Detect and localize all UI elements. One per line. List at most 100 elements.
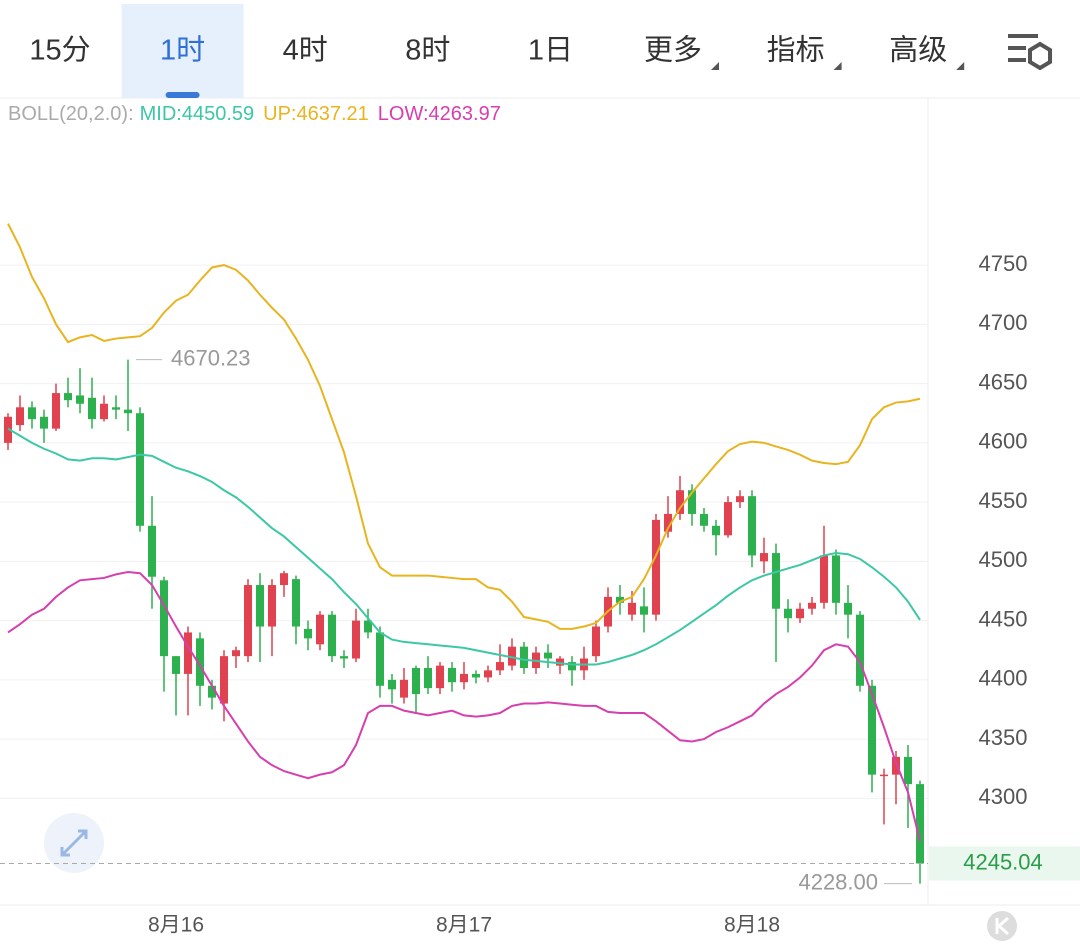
candle-body [760,553,768,562]
candle-body [736,496,744,503]
y-tick-label: 4700 [979,310,1028,335]
candle-body [556,658,564,666]
candle-body [256,585,264,627]
candle-body [724,502,732,536]
tab-label[interactable]: 更多 [644,34,702,67]
candle-body [688,490,696,514]
x-tick-label: 8月18 [724,914,780,937]
candle-body [328,614,336,657]
candle-body [4,416,12,443]
legend-entry: MID:4450.59 [140,103,255,125]
candle-body [820,555,828,603]
tab-label[interactable]: 指标 [767,34,825,67]
candle-body [460,673,468,683]
tab-label[interactable]: 1日 [528,35,573,67]
candle-body [40,416,48,429]
y-tick-label: 4450 [979,606,1028,631]
candle-body [76,395,84,404]
dropdown-caret [711,62,719,70]
tab-label[interactable]: 15分 [29,35,90,67]
candle-body [400,679,408,698]
candle-body [28,407,36,420]
button-glyph [995,916,1009,936]
expand-icon[interactable] [44,813,104,873]
active-tab-indicator [165,92,200,98]
candle-body [916,784,924,864]
candle-body [364,620,372,633]
candle-body [316,614,324,645]
x-tick-label: 8月16 [148,914,204,937]
candle-body [844,602,852,615]
candle-body [280,573,288,586]
candle-body [376,632,384,686]
y-tick-label: 4600 [979,429,1028,454]
candle-body [124,409,132,414]
candle-body [748,496,756,556]
settings-icon[interactable] [1008,34,1052,71]
y-tick-label: 4300 [979,784,1028,809]
indicator-legend: BOLL(20,2.0): MID:4450.59 UP:4637.21 LOW:42… [8,103,501,125]
candle-body [220,656,228,704]
dropdown-caret [956,62,965,70]
last-price-label: 4245.04 [963,849,1043,874]
candle-body [172,656,180,674]
candle-body [292,579,300,627]
y-tick-label: 4650 [979,369,1028,394]
candle-body [268,585,276,627]
candle-body [304,628,312,639]
low-label: 4228.00 [798,869,878,894]
x-tick-label: 8月17 [436,914,492,937]
candle-body [616,596,624,603]
y-tick-label: 4400 [979,666,1028,691]
candle-body [112,407,120,410]
candle-body [652,519,660,615]
candle-body [232,650,240,657]
tab-label[interactable]: 1时 [160,34,205,67]
candle-body [496,662,504,671]
candle-body [508,646,516,666]
candle-body [628,602,636,615]
candle-body [208,685,216,698]
band-line [7,223,921,630]
candle-body [856,614,864,686]
candle-body [700,513,708,526]
candle-body [520,646,528,668]
button-bg [987,911,1017,941]
y-tick-label: 4500 [979,547,1028,572]
candle-body [484,670,492,678]
candle-body [424,667,432,689]
candle-body [892,756,900,775]
candle-body [244,585,252,657]
dropdown-caret [833,62,842,70]
icon-arrows [60,829,88,857]
icon-bar [1008,58,1026,62]
icon-bar [1008,46,1026,50]
tab-label[interactable]: 8时 [405,34,450,67]
candle-body [88,397,96,420]
tab-label[interactable]: 高级 [889,34,947,67]
candle-body [832,555,840,603]
last-price-box [929,846,1080,881]
candle-body [544,652,552,659]
legend-entry: LOW:4263.97 [378,103,501,125]
icon-bar [1008,34,1038,38]
candle-body [592,626,600,657]
tab-label[interactable]: 4时 [283,34,328,67]
candle-body [52,393,60,429]
band-line [7,427,921,666]
candle-body [16,407,24,426]
candle-body [904,756,912,785]
high-label: 4670.23 [171,345,251,370]
y-tick-label: 4550 [979,488,1028,513]
candle-body [784,608,792,619]
candle-body [664,513,672,532]
candle-body [796,608,804,619]
rewind-button[interactable] [987,911,1017,941]
candle-body [136,413,144,526]
candle-body [772,553,780,609]
candle-body [100,403,108,420]
candle-body [184,632,192,674]
candle-body [676,490,684,514]
